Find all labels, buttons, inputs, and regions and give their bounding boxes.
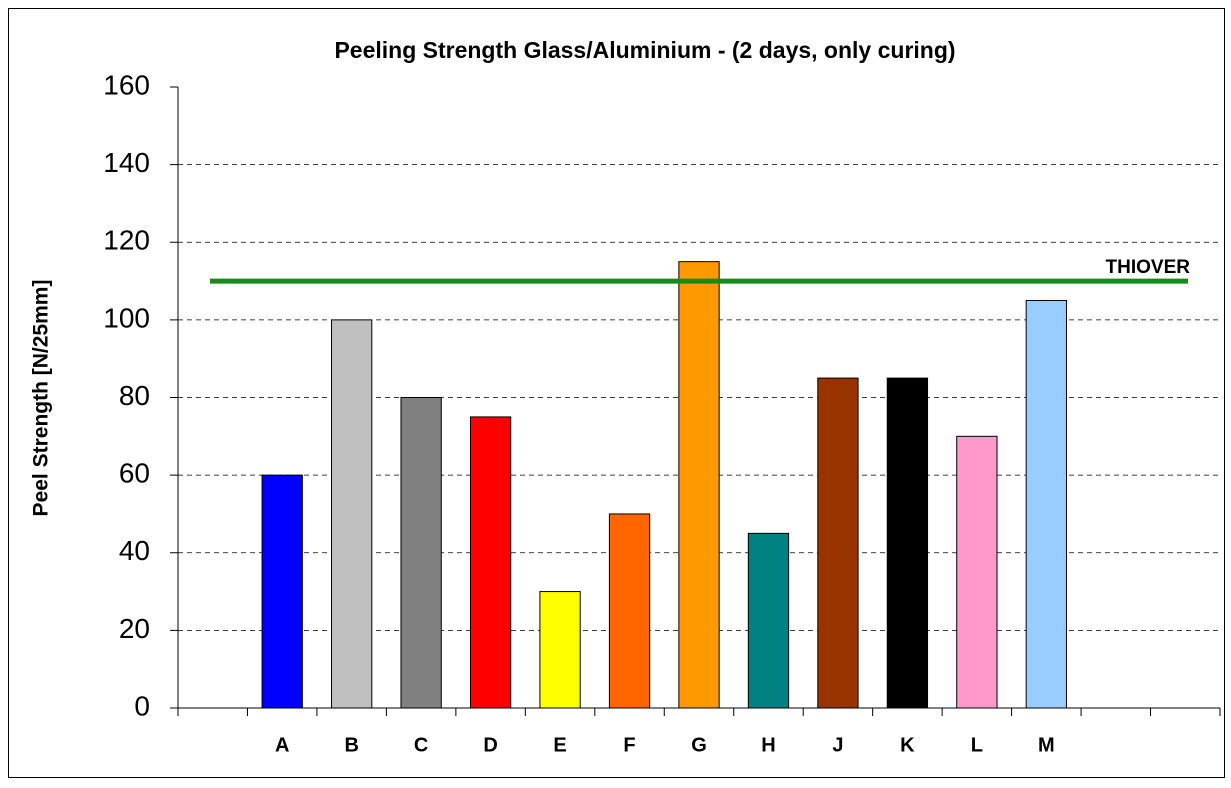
bar — [956, 435, 998, 709]
x-tick-label: F — [623, 734, 635, 756]
bar — [608, 513, 651, 709]
x-tick-label: G — [691, 734, 707, 756]
y-tick-label: 20 — [119, 613, 150, 644]
x-tick-label: B — [344, 734, 358, 756]
y-tick-label: 100 — [103, 302, 150, 333]
bar — [817, 377, 859, 709]
y-tick-label: 160 — [103, 69, 150, 100]
y-tick-label: 40 — [119, 535, 150, 566]
bar — [1025, 299, 1067, 709]
bar — [747, 532, 790, 709]
y-tick-label: 60 — [119, 458, 150, 489]
bar — [400, 397, 442, 709]
x-tick-label: D — [483, 734, 497, 756]
y-tick-label: 80 — [119, 380, 150, 411]
x-tick-label: M — [1038, 734, 1055, 756]
bar — [886, 377, 929, 709]
chart-title: Peeling Strength Glass/Aluminium - (2 da… — [334, 37, 955, 63]
x-tick-label: K — [900, 734, 915, 756]
bar — [539, 591, 581, 709]
x-tick-label: J — [832, 734, 843, 756]
bar — [678, 261, 720, 709]
x-tick-label: A — [275, 734, 289, 756]
x-tick-label: C — [414, 734, 428, 756]
x-tick-label: E — [553, 734, 566, 756]
bar — [469, 416, 512, 709]
y-axis-label: Peel Strength [N/25mm] — [30, 280, 53, 517]
y-tick-label: 120 — [103, 225, 150, 256]
bar — [261, 474, 303, 709]
y-tick-label: 140 — [103, 147, 150, 178]
y-tick-label: 0 — [134, 690, 150, 721]
reference-line-label: THIOVER — [1106, 257, 1191, 278]
x-tick-label: H — [761, 734, 775, 756]
bar — [331, 319, 373, 709]
x-tick-label: L — [971, 734, 983, 756]
